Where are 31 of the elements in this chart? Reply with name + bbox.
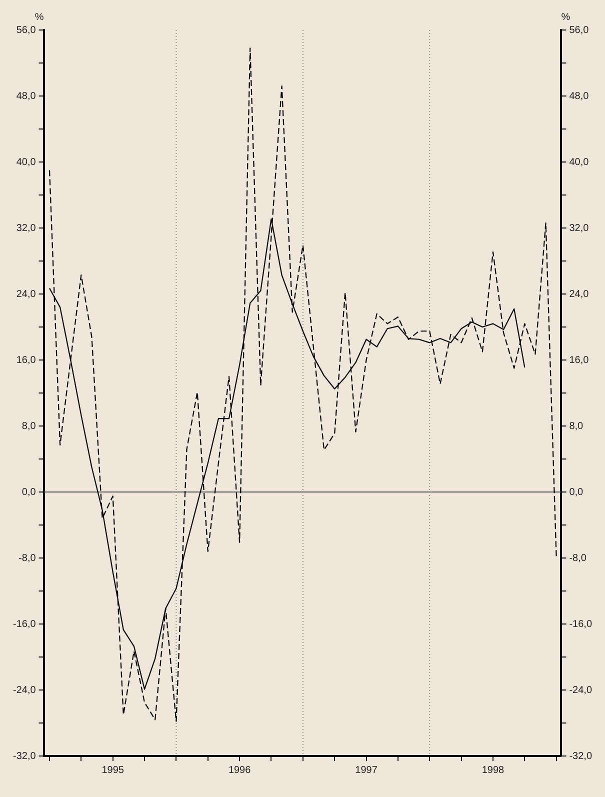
- y2-tick-label: 56,0: [569, 24, 590, 36]
- y2-tick-label: 32,0: [569, 222, 590, 234]
- y-tick-label: 40,0: [16, 156, 36, 168]
- y2-tick-label: -8,0: [569, 552, 587, 564]
- y2-tick-label: 8,0: [569, 420, 584, 432]
- y2-tick-label: -24,0: [569, 684, 592, 696]
- y-tick-label: 24,0: [16, 288, 36, 300]
- y2-tick-label: -16,0: [569, 618, 592, 630]
- y-tick-label: 16,0: [16, 354, 36, 366]
- y-tick-label: -24,0: [12, 684, 36, 696]
- y2-tick-label: 48,0: [569, 90, 590, 102]
- y-tick-label: 8,0: [22, 420, 36, 432]
- y-tick-label: 32,0: [16, 222, 36, 234]
- y-tick-label: 56,0: [16, 24, 36, 36]
- x-tick-label: 1998: [482, 764, 505, 776]
- y-tick-label: 0,0: [22, 486, 36, 498]
- y2-axis-title: %: [561, 12, 570, 23]
- y-tick-label: -8,0: [18, 552, 36, 564]
- y-tick-label: 48,0: [16, 90, 36, 102]
- y-tick-label: -32,0: [12, 750, 36, 762]
- y-tick-label: -16,0: [12, 618, 36, 630]
- y2-tick-label: 16,0: [569, 354, 590, 366]
- y2-tick-label: 0,0: [569, 486, 584, 498]
- x-tick-label: 1995: [102, 764, 124, 776]
- y2-tick-label: 40,0: [569, 156, 590, 168]
- y-axis-title: %: [34, 12, 44, 23]
- x-tick-label: 1996: [228, 764, 252, 776]
- line-series: [48, 48, 557, 722]
- y2-tick-label: 24,0: [569, 288, 590, 300]
- x-tick-label: 1997: [355, 764, 378, 776]
- y2-tick-label: -32,0: [569, 750, 592, 762]
